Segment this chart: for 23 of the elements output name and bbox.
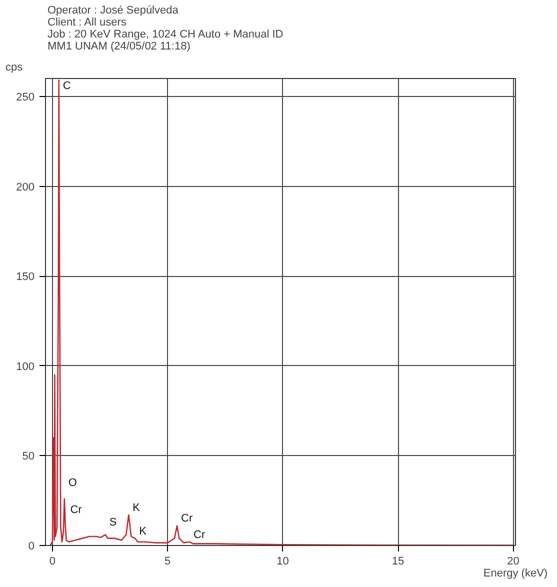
x-tick-label: 15	[392, 556, 404, 568]
annotation: K	[139, 525, 148, 538]
line-series	[49, 80, 514, 546]
x-tick-label: 0	[49, 556, 56, 568]
annotation: O	[68, 476, 78, 489]
annotation: Cr	[70, 504, 82, 516]
y-tick-label: 150	[16, 271, 35, 284]
annotation: S	[109, 516, 117, 528]
annotation: C	[62, 80, 71, 92]
chart-title: Operator : José Sepúlveda Client : All users Job : 20 KeV Range, 1024 CH Auto + Manual ID MM1 UNAM (24/05/02 11:18)	[48, 4, 284, 52]
y-tick-label: 200	[16, 181, 35, 194]
y-tick-label: 100	[16, 360, 35, 373]
annotation: Cr	[181, 512, 193, 525]
y-tick-label: 250	[16, 91, 35, 104]
x-tick-label: 5	[164, 556, 171, 568]
annotation: K	[132, 502, 141, 514]
annotation: Cr	[193, 528, 206, 541]
y-tick-label: 0	[28, 540, 35, 552]
x-tick-label: 10	[276, 556, 289, 568]
x-tick-label: 20	[507, 556, 520, 568]
y-tick-label: 50	[22, 450, 35, 463]
x-axis-title: Energy (keV)	[483, 568, 548, 580]
y-axis-title: cps	[6, 62, 24, 74]
